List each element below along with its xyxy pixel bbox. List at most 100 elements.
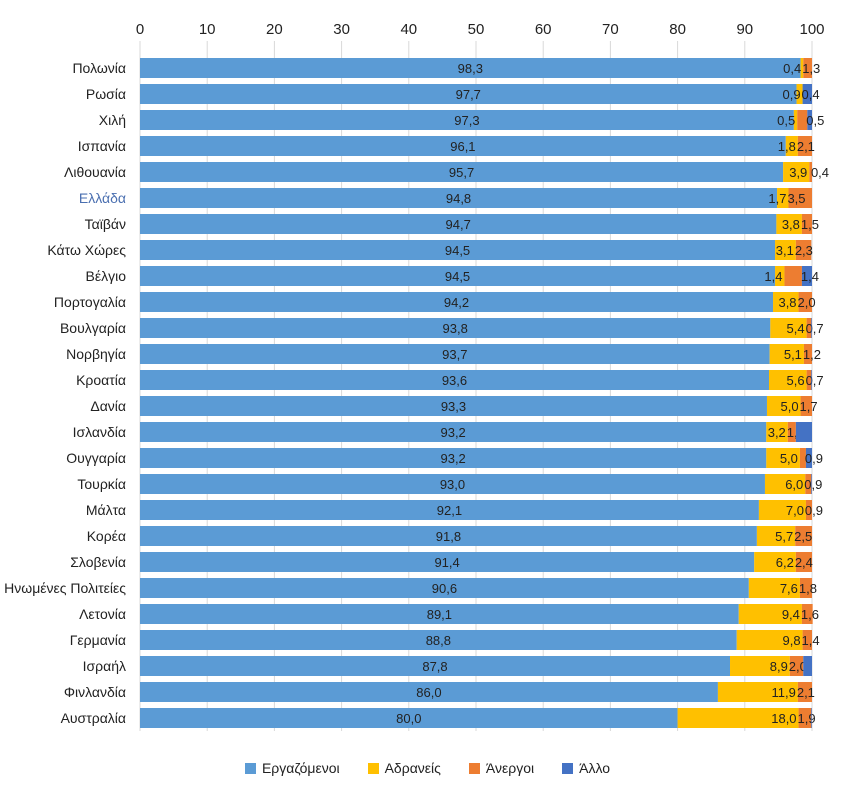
- data-label: 9,4: [782, 607, 800, 622]
- data-label: 3,8: [778, 295, 796, 310]
- bar-segment: [797, 136, 812, 156]
- data-label: 1,5: [801, 217, 819, 232]
- data-label: 7,0: [786, 503, 804, 518]
- data-label: 1,8: [778, 139, 796, 154]
- data-label: 7,6: [780, 581, 798, 596]
- bar-segment: [797, 110, 808, 130]
- data-label: 5,1: [784, 347, 802, 362]
- bar-segment: [140, 578, 749, 598]
- data-label: 2,0: [798, 295, 816, 310]
- bar-segment: [807, 110, 812, 130]
- category-label: Πορτογαλία: [54, 294, 126, 310]
- data-label: 93,3: [441, 399, 466, 414]
- category-label: Ουγγαρία: [66, 450, 126, 466]
- category-label: Αυστραλία: [61, 710, 126, 726]
- bar-segment: [787, 422, 796, 442]
- data-label: 80,0: [396, 711, 421, 726]
- data-label: 93,8: [443, 321, 468, 336]
- bar-segment: [776, 214, 802, 234]
- bar-segment: [799, 578, 812, 598]
- x-tick-label: 40: [400, 21, 417, 38]
- bar-segment: [801, 214, 812, 234]
- data-label: 3,8: [782, 217, 800, 232]
- data-label: 1,4: [801, 269, 819, 284]
- bar-segment: [140, 656, 731, 676]
- bar-segment: [801, 604, 813, 624]
- x-tick-label: 30: [333, 21, 350, 38]
- category-label: Φινλανδία: [64, 684, 126, 700]
- x-tick-label: 90: [736, 21, 753, 38]
- bar-segment: [801, 266, 812, 286]
- data-label: 94,2: [444, 295, 469, 310]
- bar-segment: [140, 58, 801, 78]
- bar-segment: [802, 630, 812, 650]
- data-label: 3,2: [768, 425, 786, 440]
- chart-legend: Εργαζόμενοι Αδρανείς Άνεργοι Άλλο: [0, 760, 855, 776]
- data-label: 0,9: [804, 477, 822, 492]
- data-label: 89,1: [427, 607, 452, 622]
- data-label: 3,1: [776, 243, 794, 258]
- data-label: 5,0: [780, 451, 798, 466]
- bar-segment: [140, 84, 797, 104]
- data-label: 1,7: [800, 399, 818, 414]
- bar-segment: [140, 500, 759, 520]
- category-label: Γερμανία: [70, 632, 126, 648]
- bar-segment: [811, 474, 812, 494]
- legend-item-unemployed: Άνεργοι: [468, 760, 534, 776]
- data-label: 0,7: [806, 373, 824, 388]
- bar-segment: [795, 422, 812, 442]
- category-label: Σλοβενία: [70, 554, 126, 570]
- data-label: 5,0: [780, 399, 798, 414]
- data-label: 86,0: [416, 685, 441, 700]
- data-label: 0,9: [805, 503, 823, 518]
- data-label: 3,9: [789, 165, 807, 180]
- data-label: 93,6: [442, 373, 467, 388]
- data-label: 8,9: [770, 659, 788, 674]
- x-tick-label: 20: [266, 21, 283, 38]
- bar-segment: [140, 162, 784, 182]
- data-label: 1,8: [799, 581, 817, 596]
- bar-segment: [738, 604, 802, 624]
- data-label: 6,2: [776, 555, 794, 570]
- category-label: Χιλή: [99, 112, 126, 128]
- data-label: 18,0: [771, 711, 796, 726]
- data-label: 1,7: [768, 191, 786, 206]
- bar-segment: [140, 552, 755, 572]
- data-label: 0,4: [783, 61, 801, 76]
- bar-segment: [795, 552, 812, 572]
- bar-segment: [140, 292, 774, 312]
- bar-segment: [140, 474, 765, 494]
- data-label: 91,4: [434, 555, 459, 570]
- bar-segment: [805, 500, 812, 520]
- category-label: Λιθουανία: [64, 164, 126, 180]
- bar-segment: [770, 318, 807, 338]
- x-tick-label: 80: [669, 21, 686, 38]
- bar-segment: [140, 136, 786, 156]
- bar-segment: [736, 630, 803, 650]
- bar-segment: [677, 708, 799, 728]
- data-label: 0,5: [777, 113, 795, 128]
- data-label: 9,8: [783, 633, 801, 648]
- data-label: 93,2: [440, 451, 465, 466]
- bar-segment: [140, 422, 767, 442]
- bar-segment: [140, 344, 770, 364]
- bar-segment: [140, 318, 771, 338]
- legend-item-inactive: Αδρανείς: [367, 760, 441, 776]
- data-label: 1,2: [803, 347, 821, 362]
- data-label: 0,9: [805, 451, 823, 466]
- data-label: 94,5: [445, 243, 470, 258]
- data-label: 1,9: [798, 711, 816, 726]
- bar-segment: [773, 292, 799, 312]
- bar-segment: [754, 552, 796, 572]
- bar-segment: [140, 708, 678, 728]
- data-label: 0,7: [806, 321, 824, 336]
- bar-segment: [784, 266, 802, 286]
- data-label: 11,9: [772, 685, 796, 700]
- bar-segment: [785, 136, 798, 156]
- bar-segment: [140, 682, 718, 702]
- category-label: Βουλγαρία: [60, 320, 126, 336]
- bar-segment: [798, 708, 812, 728]
- legend-item-employed: Εργαζόμενοι: [244, 760, 340, 776]
- category-label: Πολωνία: [72, 60, 126, 76]
